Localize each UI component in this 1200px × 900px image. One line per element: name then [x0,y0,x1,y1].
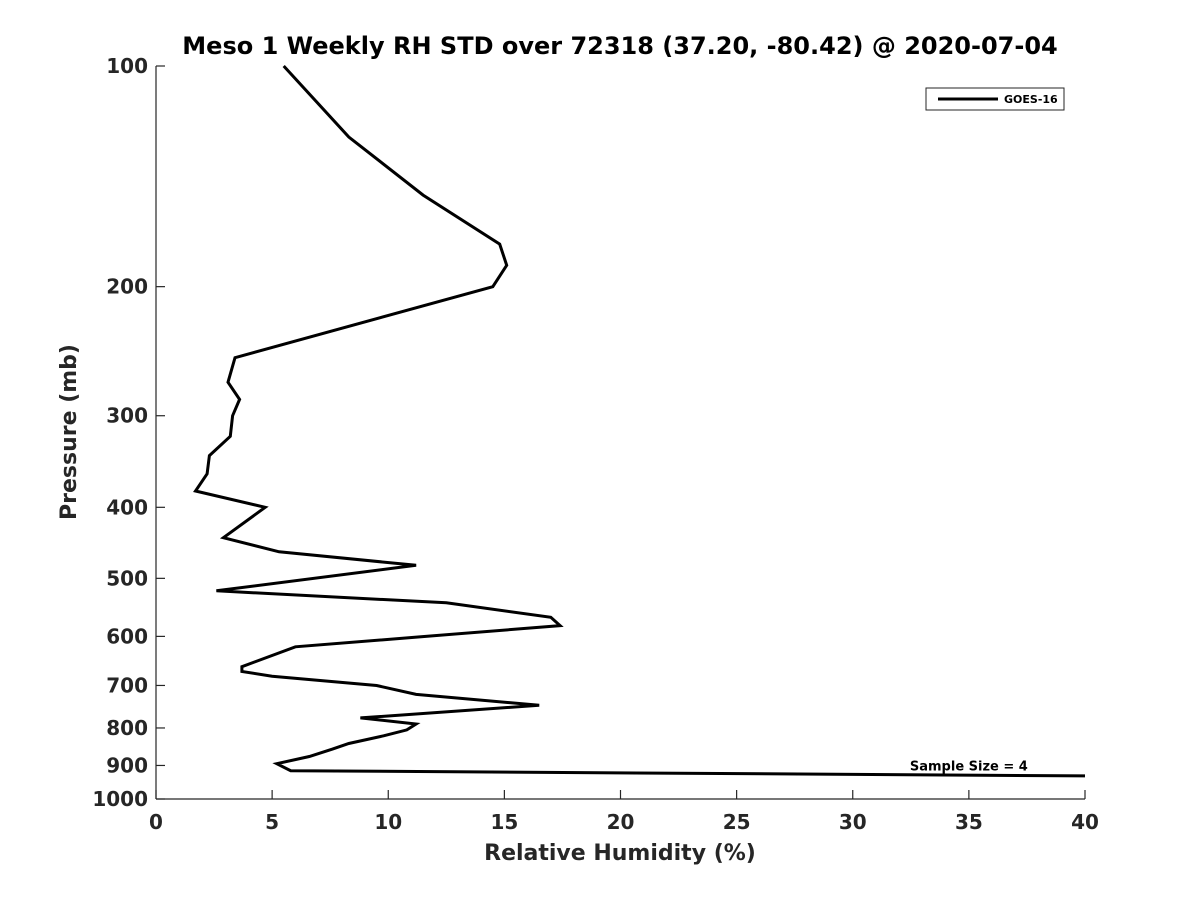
y-tick-label: 1000 [92,787,148,811]
x-tick-label: 35 [955,810,983,834]
annotations: Sample Size = 4 [910,759,1028,774]
x-tick-label: 25 [723,810,751,834]
y-tick-label: 400 [106,495,148,519]
y-tick-label: 600 [106,624,148,648]
chart-title: Meso 1 Weekly RH STD over 72318 (37.20, … [182,32,1057,60]
x-axis-label: Relative Humidity (%) [484,841,756,866]
x-tick-label: 5 [265,810,279,834]
x-tick-label: 20 [607,810,635,834]
y-tick-label: 800 [106,716,148,740]
y-axis-label: Pressure (mb) [57,344,82,520]
y-tick-label: 200 [106,275,148,299]
x-tick-label: 30 [839,810,867,834]
series-lines [193,64,1086,778]
x-axis-ticks: 0 5 10 15 20 25 30 35 40 [149,790,1099,834]
y-axis-ticks: 100 200 300 400 500 600 700 800 900 1000 [92,54,165,811]
y-tick-label: 100 [106,54,148,78]
x-tick-label: 15 [490,810,518,834]
annotation-text: Sample Size = 4 [910,759,1028,774]
y-tick-label: 900 [106,753,148,777]
series-line [193,64,1086,778]
y-tick-label: 300 [106,404,148,428]
y-tick-label: 500 [106,566,148,590]
y-tick-label: 700 [106,673,148,697]
legend: GOES-16 [925,87,1065,111]
x-tick-label: 0 [149,810,163,834]
x-tick-label: 10 [374,810,402,834]
legend-label: GOES-16 [1004,93,1058,106]
x-tick-label: 40 [1071,810,1099,834]
